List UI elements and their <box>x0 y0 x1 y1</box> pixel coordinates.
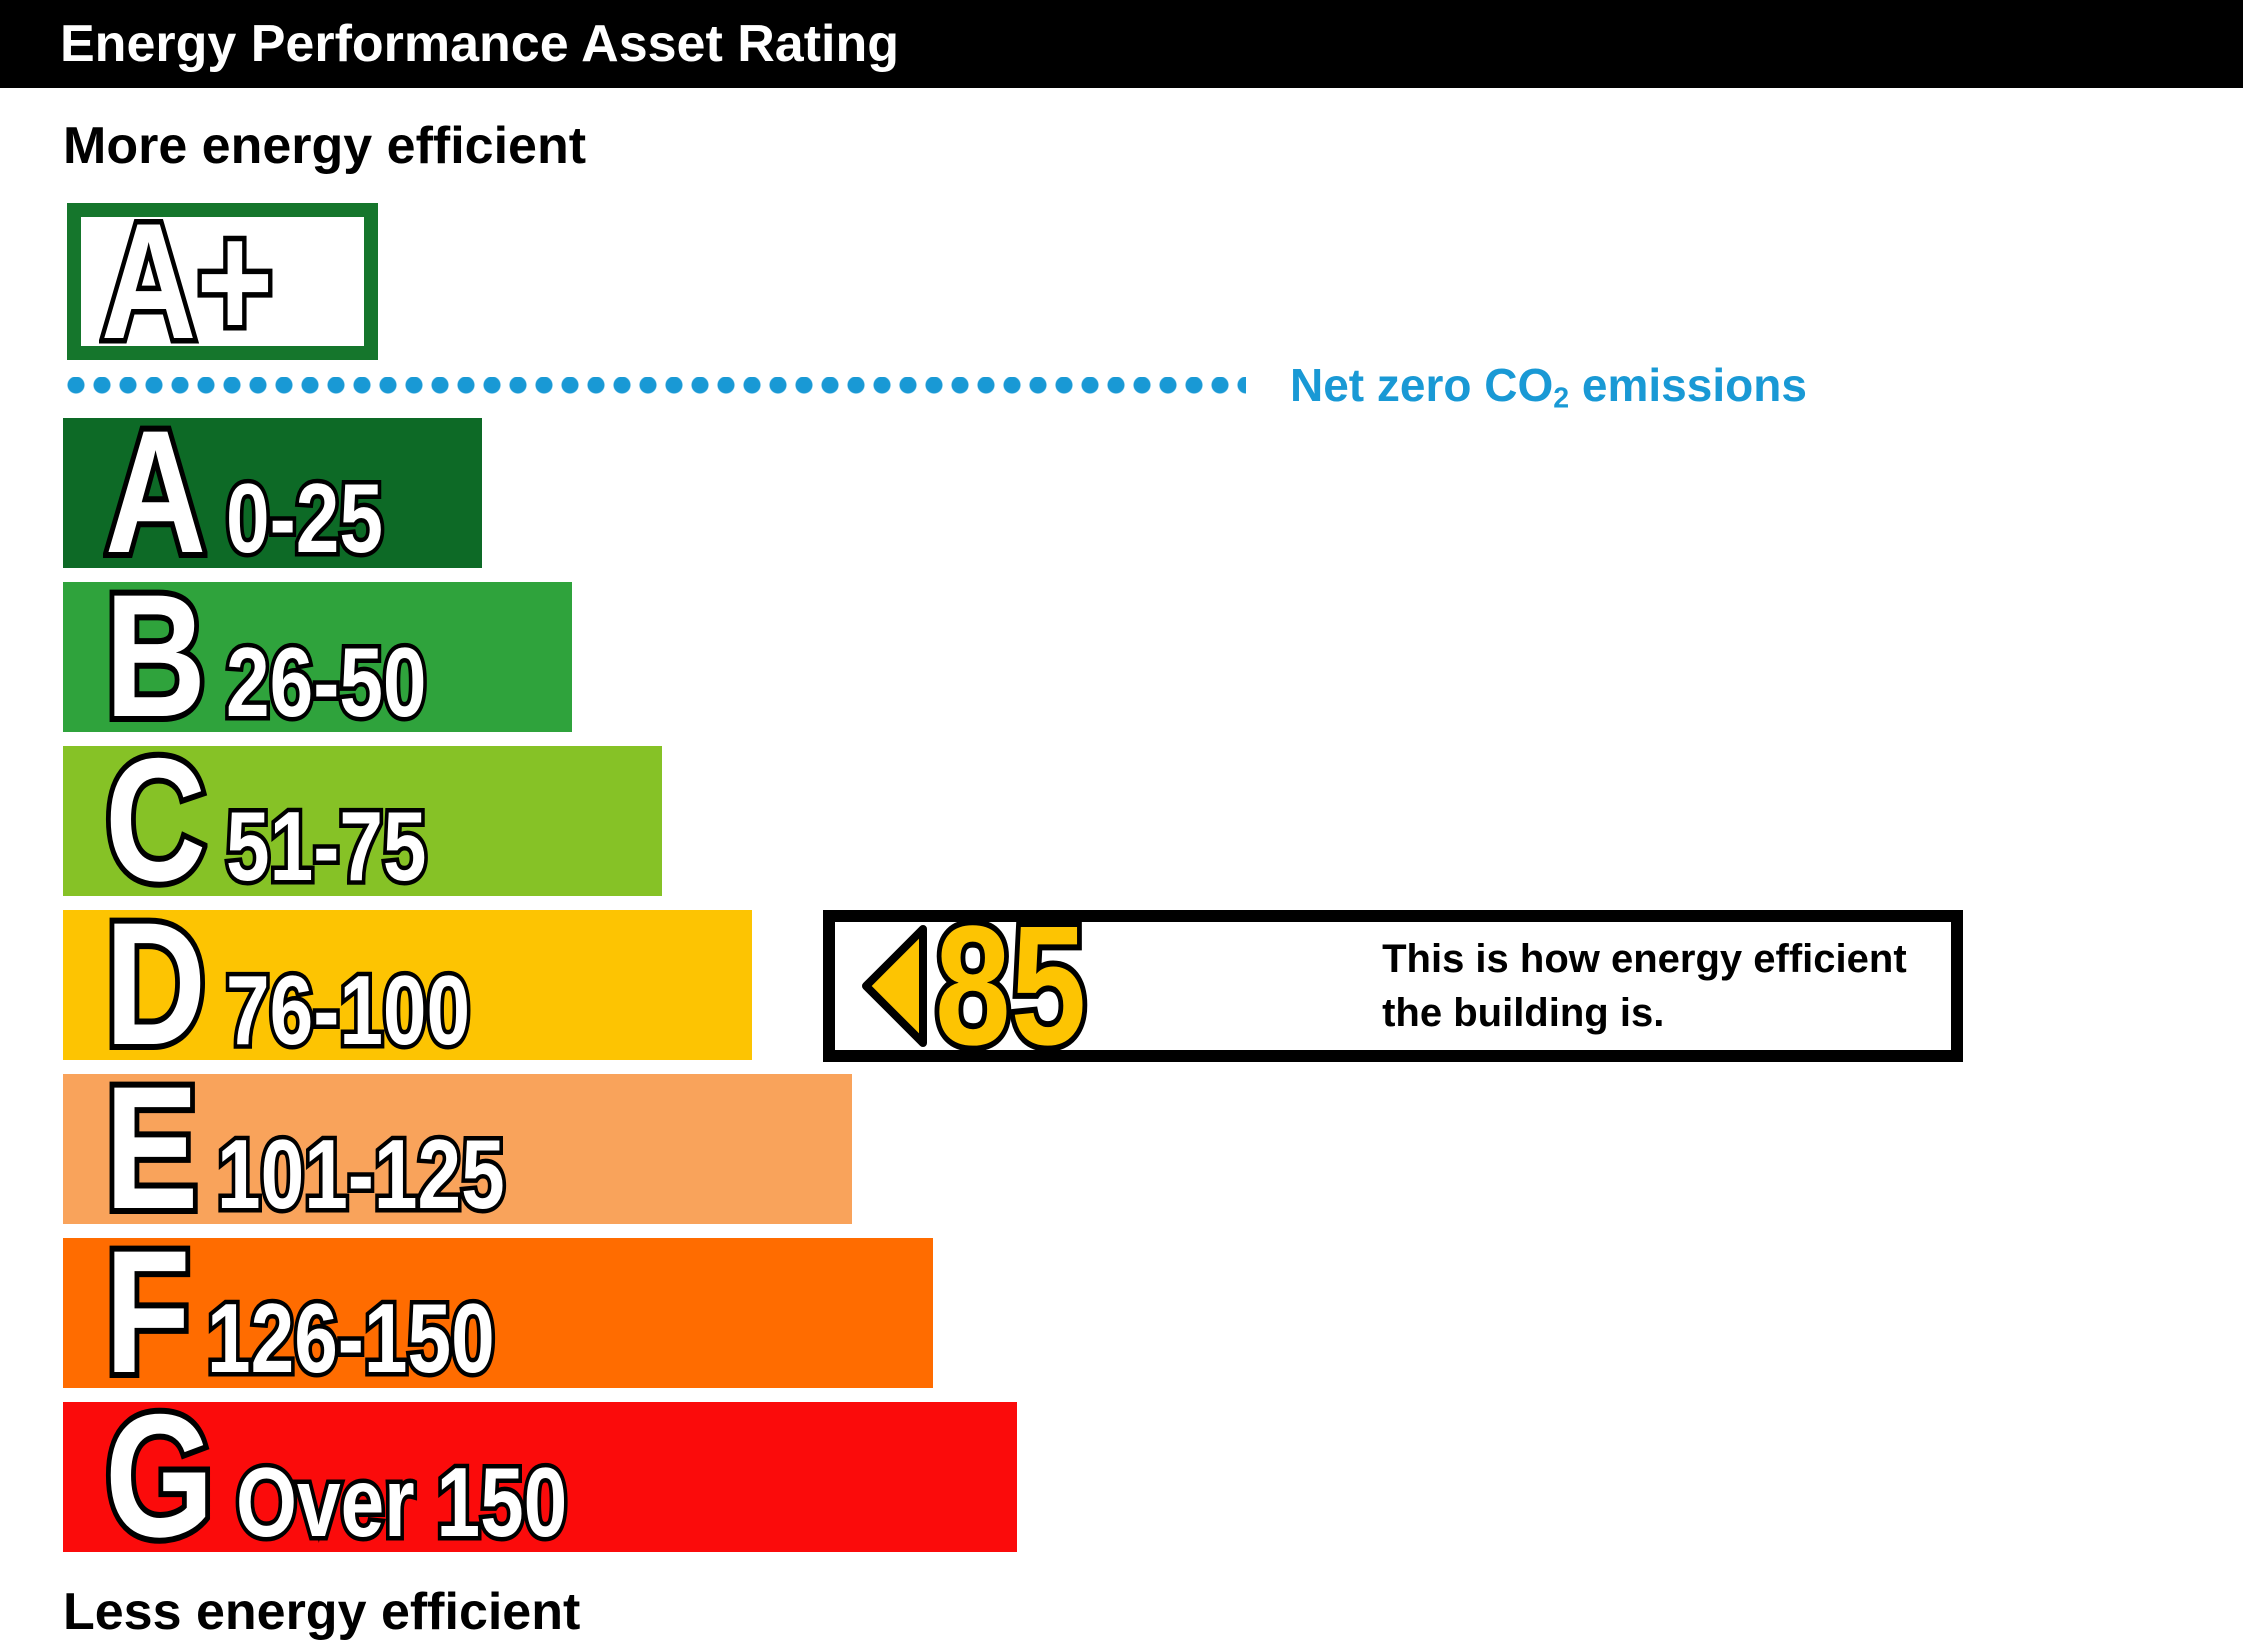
band-row-g: G Over 150 <box>63 1379 1017 1574</box>
left-arrow-icon <box>862 925 927 1047</box>
net-zero-label: Net zero CO2 emissions <box>1290 358 1807 415</box>
net-zero-dotted-line <box>63 377 1246 394</box>
band-letter: E <box>100 1051 203 1246</box>
band-range: 0-25 <box>223 463 387 573</box>
left-arrow-shape <box>862 925 927 1047</box>
band-letter: F <box>100 1215 195 1410</box>
header-bar: Energy Performance Asset Rating <box>0 0 2243 88</box>
rating-value: 85 <box>930 891 1091 1081</box>
page-title: Energy Performance Asset Rating <box>60 15 900 73</box>
band-row-d: D 76-100 <box>63 887 752 1082</box>
band-row-a: A 0-25 <box>63 395 482 590</box>
band-letter: D <box>100 887 211 1082</box>
less-efficient-label: Less energy efficient <box>63 1583 581 1641</box>
band-row-f: F 126-150 <box>63 1215 933 1410</box>
rating-description-line2: the building is. <box>1382 991 1665 1035</box>
band-letter: B <box>100 559 211 754</box>
band-range: 101-125 <box>213 1119 508 1229</box>
band-range: 51-75 <box>223 791 431 901</box>
band-row-c: C 51-75 <box>63 723 662 918</box>
band-range: 126-150 <box>203 1283 498 1393</box>
band-letter: G <box>100 1379 219 1574</box>
co2-subscript: 2 <box>1553 382 1570 415</box>
band-range: 76-100 <box>223 955 474 1065</box>
band-letter: A <box>100 395 211 590</box>
band-row-b: B 26-50 <box>63 559 572 754</box>
band-range: 26-50 <box>223 627 431 737</box>
net-zero-text-suffix: emissions <box>1569 359 1807 411</box>
rating-scale: A 0-25 B 26-50 C 51-75 D 76-100 E 101-12… <box>63 395 1017 1574</box>
band-row-e: E 101-125 <box>63 1051 852 1246</box>
a-plus-label: A+ <box>97 189 278 373</box>
rating-description-line1: This is how energy efficient <box>1382 937 1907 981</box>
band-range: Over 150 <box>233 1447 571 1557</box>
more-efficient-label: More energy efficient <box>63 117 587 175</box>
rating-description: This is how energy efficient the buildin… <box>1382 932 1907 1040</box>
net-zero-text: Net zero CO <box>1290 359 1554 411</box>
band-letter: C <box>100 723 211 918</box>
rating-indicator-box: 85 This is how energy efficient the buil… <box>823 891 1963 1081</box>
a-plus-box: A+ <box>67 189 378 373</box>
